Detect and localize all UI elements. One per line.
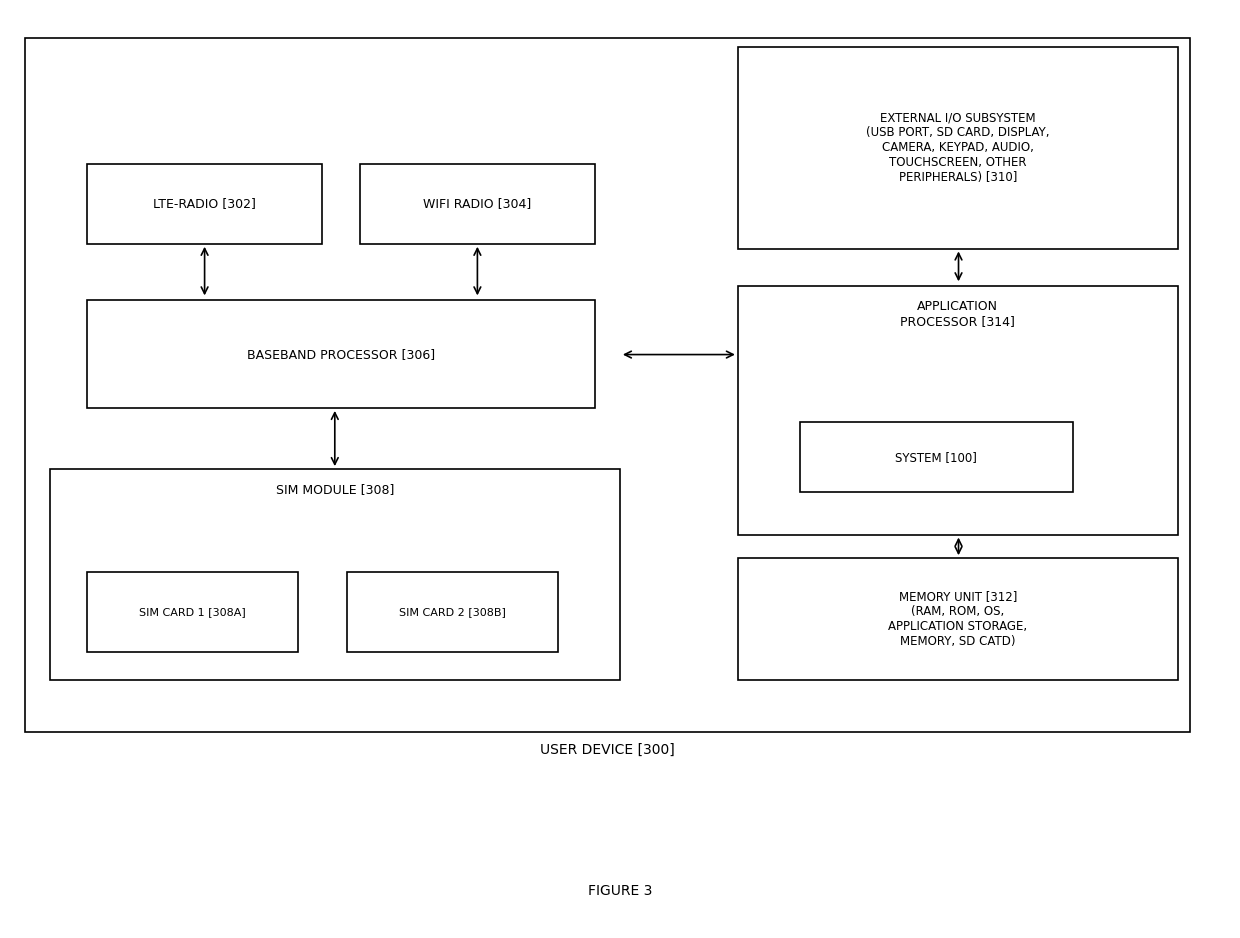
Text: MEMORY UNIT [312]
(RAM, ROM, OS,
APPLICATION STORAGE,
MEMORY, SD CATD): MEMORY UNIT [312] (RAM, ROM, OS, APPLICA…	[888, 590, 1028, 648]
Text: EXTERNAL I/O SUBSYSTEM
(USB PORT, SD CARD, DISPLAY,
CAMERA, KEYPAD, AUDIO,
TOUCH: EXTERNAL I/O SUBSYSTEM (USB PORT, SD CAR…	[867, 112, 1049, 184]
Bar	[87, 572, 298, 652]
Text: SYSTEM [100]: SYSTEM [100]	[895, 451, 977, 463]
Text: WIFI RADIO [304]: WIFI RADIO [304]	[423, 198, 532, 210]
Bar	[738, 558, 1178, 680]
FancyArrowPatch shape	[625, 351, 733, 358]
Bar	[738, 47, 1178, 249]
Text: APPLICATION
PROCESSOR [314]: APPLICATION PROCESSOR [314]	[900, 300, 1016, 328]
Text: BASEBAND PROCESSOR [306]: BASEBAND PROCESSOR [306]	[247, 348, 435, 360]
FancyArrowPatch shape	[331, 413, 339, 464]
Bar	[87, 164, 322, 244]
Bar	[87, 300, 595, 408]
Text: SIM CARD 1 [308A]: SIM CARD 1 [308A]	[139, 607, 246, 617]
Bar	[800, 422, 1073, 492]
Text: FIGURE 3: FIGURE 3	[588, 885, 652, 898]
Bar	[347, 572, 558, 652]
Bar	[50, 469, 620, 680]
Bar	[25, 38, 1190, 732]
Bar	[738, 286, 1178, 535]
Bar	[360, 164, 595, 244]
FancyArrowPatch shape	[474, 249, 481, 294]
Text: LTE-RADIO [302]: LTE-RADIO [302]	[154, 198, 255, 210]
Text: USER DEVICE [300]: USER DEVICE [300]	[541, 743, 675, 757]
FancyArrowPatch shape	[955, 539, 962, 553]
Text: SIM MODULE [308]: SIM MODULE [308]	[275, 483, 394, 496]
Text: SIM CARD 2 [308B]: SIM CARD 2 [308B]	[399, 607, 506, 617]
FancyArrowPatch shape	[201, 249, 208, 294]
FancyArrowPatch shape	[955, 253, 962, 280]
